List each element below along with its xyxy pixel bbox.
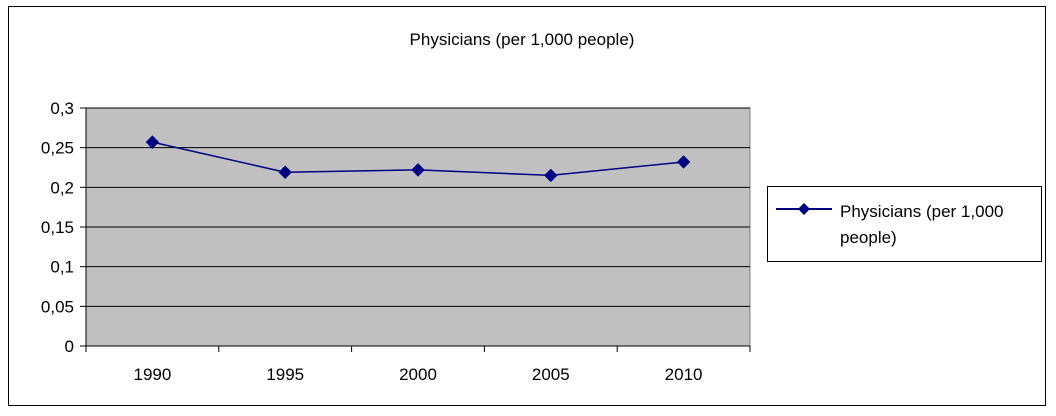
legend-label: Physicians (per 1,000 people) — [840, 202, 1004, 247]
x-tick-label: 1990 — [133, 365, 171, 384]
legend-swatch — [776, 203, 832, 215]
data-point — [278, 165, 292, 179]
data-point — [145, 135, 160, 149]
data-point — [676, 155, 691, 169]
y-tick-label: 0,3 — [50, 99, 74, 118]
y-tick-label: 0 — [65, 337, 74, 356]
x-tick-label: 2000 — [399, 365, 437, 384]
chart-title: Physicians (per 1,000 people) — [410, 30, 635, 49]
y-tick-label: 0,05 — [41, 297, 74, 316]
x-tick-label: 2010 — [665, 365, 703, 384]
data-point — [411, 163, 425, 177]
data-point — [544, 168, 558, 183]
legend: Physicians (per 1,000 people) — [767, 186, 1042, 262]
y-tick-label: 0,25 — [41, 139, 74, 158]
y-tick-label: 0,15 — [41, 218, 74, 237]
x-tick-label: 2005 — [532, 365, 570, 384]
y-tick-label: 0,2 — [50, 178, 74, 197]
y-tick-label: 0,1 — [50, 258, 74, 277]
x-tick-label: 1995 — [266, 365, 304, 384]
